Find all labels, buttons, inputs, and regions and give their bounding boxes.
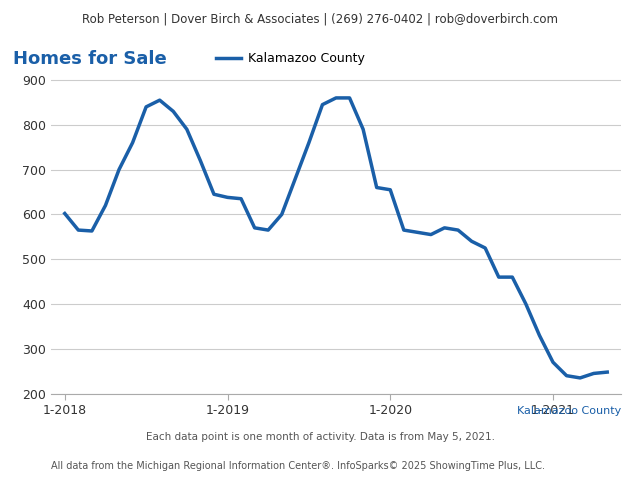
Legend: Kalamazoo County: Kalamazoo County <box>211 47 369 70</box>
Text: Rob Peterson | Dover Birch & Associates | (269) 276-0402 | rob@doverbirch.com: Rob Peterson | Dover Birch & Associates … <box>82 13 558 26</box>
Text: Each data point is one month of activity. Data is from May 5, 2021.: Each data point is one month of activity… <box>145 432 495 442</box>
Text: Kalamazoo County: Kalamazoo County <box>516 406 621 416</box>
Text: Homes for Sale: Homes for Sale <box>13 50 166 68</box>
Text: All data from the Michigan Regional Information Center®. InfoSparks© 2025 Showin: All data from the Michigan Regional Info… <box>51 461 545 471</box>
